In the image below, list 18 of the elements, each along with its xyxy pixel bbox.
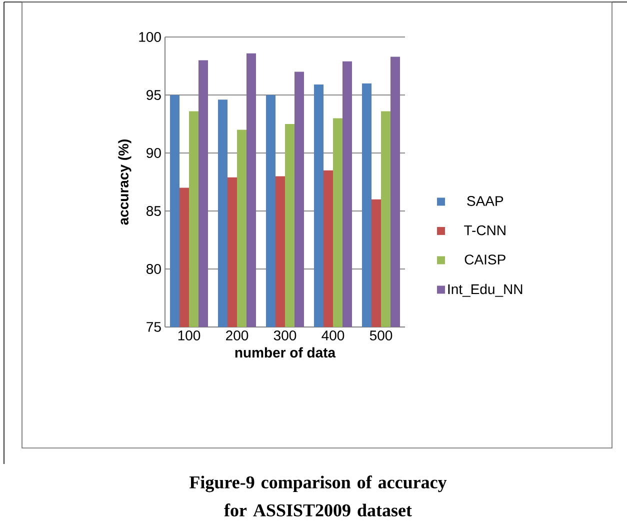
legend-label: T-CNN bbox=[464, 225, 506, 236]
y-axis-title: accuracy (%) bbox=[118, 140, 132, 225]
x-tick-label: 100 bbox=[178, 330, 200, 340]
x-tick-label: 500 bbox=[370, 330, 392, 340]
x-axis-title: number of data bbox=[235, 347, 336, 358]
y-tick-label: 75 bbox=[146, 322, 161, 332]
legend-label: SAAP bbox=[467, 196, 504, 206]
y-tick-label: 80 bbox=[146, 264, 161, 274]
legend-label: Int_Edu_NN bbox=[448, 284, 522, 297]
y-tick-label: 85 bbox=[146, 206, 161, 216]
y-tick-label: 95 bbox=[146, 90, 161, 100]
legend-label: CAISP bbox=[464, 254, 506, 265]
x-tick-label: 200 bbox=[226, 330, 248, 340]
y-tick-label: 90 bbox=[146, 148, 161, 158]
y-tick-label: 100 bbox=[139, 32, 161, 42]
x-tick-label: 300 bbox=[274, 330, 296, 340]
x-tick-label: 400 bbox=[322, 330, 344, 340]
text: Figure-9 comparison of accuracy for ASSIST2009 dataset bbox=[190, 476, 447, 516]
